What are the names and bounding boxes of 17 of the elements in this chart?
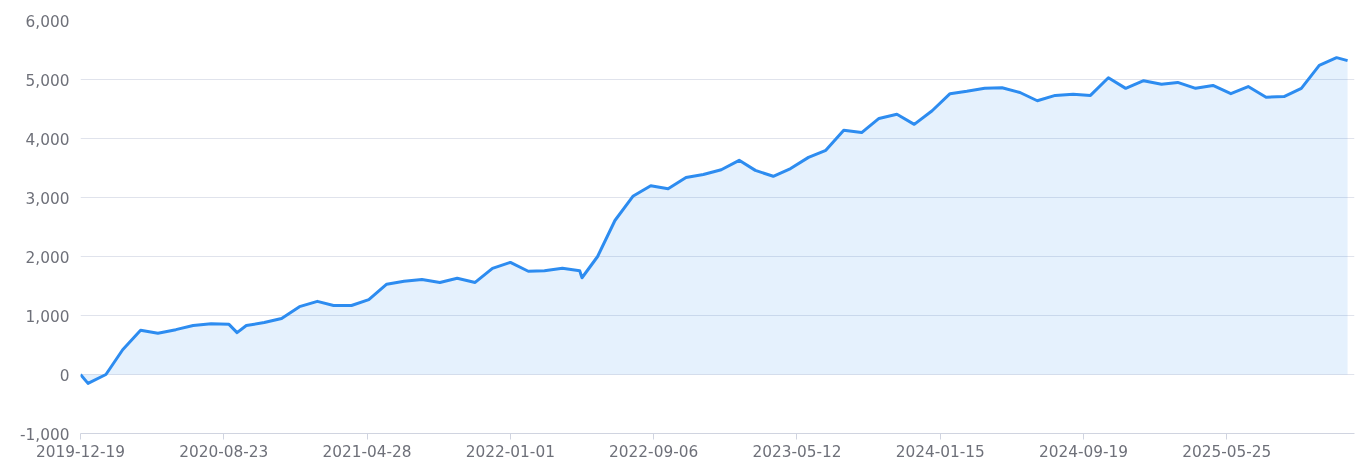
y-tick-label: -1,000 [20,425,70,444]
y-tick-label: 3,000 [25,189,70,208]
x-tick-label: 2019-12-19 [35,442,126,461]
y-tick-label: 1,000 [25,307,70,326]
y-tick-label: 0 [59,366,70,385]
y-tick-label: 2,000 [25,248,70,267]
x-tick-label: 2024-01-15 [895,442,985,461]
y-tick-label: 4,000 [25,130,70,149]
y-tick-label: 5,000 [25,71,70,90]
x-tick-label: 2023-05-12 [752,442,842,461]
x-tick-label: 2020-08-23 [179,442,269,461]
x-tick-label: 2024-09-19 [1038,442,1129,461]
x-tick-label: 2022-09-06 [609,442,699,461]
x-tick-label: 2025-05-25 [1182,442,1272,461]
x-tick-label: 2022-01-01 [465,442,555,461]
x-tick-label: 2021-04-28 [322,442,412,461]
y-tick-label: 6,000 [25,12,70,31]
